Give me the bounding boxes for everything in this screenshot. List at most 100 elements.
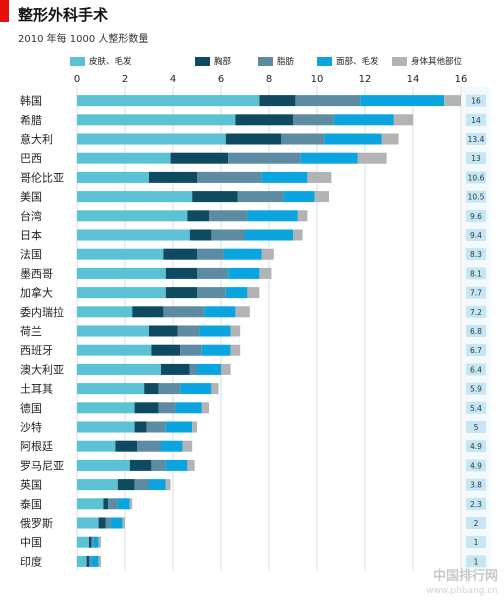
bar-segment	[149, 325, 178, 337]
category-label: 委内瑞拉	[20, 305, 64, 319]
bar-segment	[281, 133, 325, 145]
bar-segment	[77, 229, 190, 241]
bar-segment	[201, 402, 209, 414]
bar-segment	[77, 210, 188, 222]
bar-segment	[146, 421, 166, 433]
bar-segment	[158, 402, 176, 414]
bar-segment	[98, 517, 106, 529]
bar-segment	[86, 555, 89, 567]
category-label: 加拿大	[20, 286, 53, 300]
bar-segment	[91, 555, 99, 567]
category-label: 阿根廷	[20, 439, 53, 453]
total-value: 6.4	[470, 365, 482, 374]
total-badge	[466, 344, 486, 357]
bar-segment	[197, 267, 229, 279]
legend-swatch	[195, 56, 210, 66]
bar-segment	[182, 440, 193, 452]
total-value: 4.9	[470, 461, 482, 470]
total-value: 2	[474, 519, 479, 528]
total-badge	[466, 305, 486, 318]
bar-segment	[223, 248, 262, 260]
total-value: 5.9	[470, 385, 482, 394]
bar-segment	[110, 517, 123, 529]
legend-swatch	[258, 56, 273, 66]
category-label: 美国	[20, 191, 42, 204]
bar-segment	[295, 95, 361, 107]
bar-segment	[225, 133, 281, 145]
watermark: 中国排行网 www.phbang.cn	[426, 570, 498, 598]
x-tick-label: 0	[74, 74, 80, 85]
bar-segment	[165, 267, 197, 279]
bar-segment	[77, 536, 89, 548]
bar-segment	[149, 171, 197, 183]
bar-segment	[247, 210, 298, 222]
bar-segment	[134, 421, 147, 433]
legend-label: 面部、毛发	[336, 57, 379, 67]
bar-segment	[77, 95, 260, 107]
total-value: 10.5	[468, 193, 485, 202]
bar-segment	[209, 210, 248, 222]
bar-segment	[134, 402, 159, 414]
bar-segment	[235, 114, 293, 126]
bar-segment	[89, 536, 92, 548]
bar-segment	[77, 440, 116, 452]
chart-title: 整形外科手术	[18, 6, 109, 24]
legend-label: 皮肤、毛发	[89, 57, 132, 67]
bar-segment	[235, 306, 250, 318]
bar-segment	[77, 459, 130, 471]
bar-segment	[187, 210, 209, 222]
bar-segment	[197, 171, 262, 183]
bar-segment	[297, 210, 308, 222]
total-badge	[466, 94, 486, 107]
bar-segment	[108, 498, 118, 510]
bar-segment	[77, 555, 87, 567]
total-badge	[466, 382, 486, 395]
x-tick-label: 2	[122, 74, 128, 85]
x-tick-label: 8	[266, 74, 272, 85]
bar-segment	[333, 114, 394, 126]
watermark-url: www.phbang.cn	[426, 586, 498, 596]
bar-segment	[230, 344, 241, 356]
bar-segment	[151, 344, 181, 356]
category-label: 韩国	[20, 94, 42, 108]
bar-segment	[165, 459, 188, 471]
bar-segment	[117, 498, 130, 510]
bar-segment	[132, 306, 164, 318]
total-badge	[466, 325, 486, 337]
total-value: 9.6	[470, 212, 482, 221]
total-badge	[466, 171, 486, 184]
legend-item-fat: 脂肪	[258, 55, 294, 67]
bar-segment	[307, 171, 332, 183]
bar-segment	[115, 440, 137, 452]
total-badge	[466, 209, 486, 222]
legend-label: 脂肪	[277, 57, 295, 67]
bar-segment	[144, 383, 159, 395]
total-value: 6.8	[470, 327, 482, 336]
bar-segment	[161, 363, 190, 375]
bar-segment	[77, 133, 226, 145]
bar-segment	[77, 421, 135, 433]
x-tick-label: 14	[407, 74, 420, 85]
total-value: 8.1	[470, 269, 482, 278]
bar-segment	[324, 133, 382, 145]
total-badge	[466, 190, 486, 203]
bar-segment	[199, 325, 231, 337]
bar-segment	[77, 517, 99, 529]
total-value: 5.4	[470, 404, 482, 413]
bar-segment	[444, 95, 461, 107]
legend-swatch	[392, 56, 407, 66]
total-badge	[466, 517, 486, 529]
bar-segment	[360, 95, 445, 107]
bar-segment	[211, 229, 245, 241]
bar-segment	[105, 517, 111, 529]
x-tick-label: 4	[170, 74, 176, 85]
total-badge	[466, 363, 486, 376]
legend-label: 身体其他部位	[411, 57, 463, 67]
bar-segment	[247, 287, 260, 299]
bar-segment	[165, 287, 197, 299]
bar-segment	[175, 402, 202, 414]
bar-segment	[180, 383, 212, 395]
category-label: 哥伦比亚	[20, 170, 64, 184]
bar-segment	[293, 114, 334, 126]
category-label: 日本	[20, 228, 42, 242]
